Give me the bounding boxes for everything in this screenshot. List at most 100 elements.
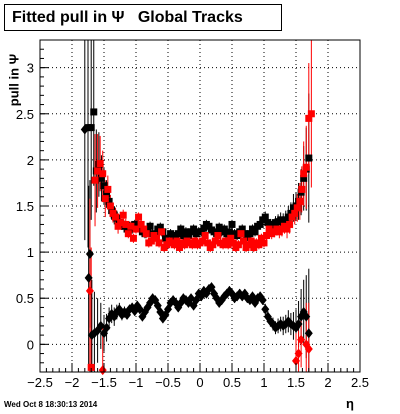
- data-point-square: [214, 232, 222, 240]
- data-point-square: [104, 185, 112, 193]
- data-point-square: [132, 225, 140, 233]
- y-tick-label: 0.5: [16, 291, 34, 306]
- chart-title: Fitted pull in Ψ Global Tracks: [4, 4, 282, 31]
- data-point-square: [96, 160, 104, 168]
- data-point-square: [119, 211, 127, 219]
- data-point-square: [137, 220, 145, 228]
- data-point-square: [296, 197, 304, 205]
- data-point-square: [234, 241, 242, 249]
- data-point-square: [127, 222, 135, 230]
- data-point-square: [188, 241, 196, 249]
- data-point-square: [305, 154, 313, 162]
- data-point-square: [182, 228, 190, 236]
- data-point-square: [305, 114, 313, 122]
- y-tick-label: 0: [27, 337, 34, 352]
- data-point-square: [140, 225, 148, 233]
- data-point-square: [112, 213, 120, 221]
- data-point-square: [211, 237, 219, 245]
- data-point-square: [103, 190, 111, 198]
- data-point-square: [152, 234, 160, 242]
- data-point-diamond: [80, 124, 89, 135]
- data-point-square: [191, 237, 199, 245]
- data-point-square: [233, 232, 241, 240]
- data-point-square: [302, 163, 310, 171]
- data-point-square: [179, 232, 187, 240]
- data-point-square: [224, 241, 232, 249]
- data-point-square: [91, 176, 99, 184]
- data-point-square: [174, 230, 182, 238]
- data-point-square: [298, 185, 306, 193]
- data-point-square: [87, 363, 95, 371]
- data-point-square: [144, 226, 152, 234]
- y-tick-label: 1: [27, 245, 34, 260]
- data-point-square: [197, 228, 205, 236]
- data-point-square: [263, 232, 271, 240]
- data-point-square: [146, 222, 154, 230]
- data-markers: [80, 108, 315, 376]
- data-point-square: [245, 241, 253, 249]
- data-point-square: [257, 234, 265, 242]
- data-point-square: [170, 241, 178, 249]
- data-point-square: [251, 228, 259, 236]
- data-point-square: [240, 237, 248, 245]
- data-point-square: [135, 213, 143, 221]
- data-point-square: [117, 219, 125, 227]
- x-tick-label: 0.5: [223, 375, 241, 390]
- x-tick-label: −1.5: [91, 375, 117, 390]
- data-point-square: [286, 220, 294, 228]
- data-point-diamond: [304, 343, 313, 354]
- data-point-square: [106, 202, 114, 210]
- data-point-square: [228, 220, 236, 228]
- data-point-square: [247, 237, 255, 245]
- axis-ticks: [39, 48, 361, 372]
- y-tick-label: 2: [27, 153, 34, 168]
- x-tick-label: 1.5: [287, 375, 305, 390]
- data-point-diamond: [292, 355, 300, 366]
- data-point-square: [97, 174, 105, 182]
- data-point-square: [256, 220, 264, 228]
- data-point-diamond: [258, 295, 267, 306]
- data-point-diamond: [261, 304, 270, 315]
- data-point-square: [101, 195, 109, 203]
- data-point-square: [200, 224, 208, 232]
- data-point-square: [250, 244, 258, 251]
- data-point-square: [300, 174, 308, 182]
- data-point-square: [173, 237, 181, 245]
- data-point-square: [215, 223, 223, 231]
- x-tick-label: −2.5: [27, 375, 53, 390]
- data-point-square: [269, 222, 277, 230]
- data-point-diamond: [102, 322, 111, 333]
- data-point-square: [133, 220, 141, 228]
- y-axis-label-box: pull in Ψ: [4, 40, 24, 120]
- data-point-square: [261, 213, 269, 221]
- data-point-diamond: [297, 334, 306, 345]
- data-point-diamond: [96, 320, 105, 331]
- x-tick-label: 1: [260, 375, 267, 390]
- data-point-square: [265, 225, 273, 233]
- x-tick-label: 2.5: [351, 375, 369, 390]
- data-point-square: [219, 241, 227, 249]
- data-point-diamond: [98, 365, 107, 376]
- data-point-diamond: [294, 348, 303, 359]
- data-point-square: [158, 228, 166, 236]
- data-point-square: [201, 232, 209, 240]
- data-point-square: [122, 220, 130, 228]
- data-point-square: [205, 222, 213, 230]
- x-tick-label: 0: [196, 375, 203, 390]
- data-point-diamond: [251, 297, 260, 308]
- data-point-diamond: [85, 248, 94, 259]
- data-point-square: [87, 124, 95, 132]
- y-axis-label: pull in Ψ: [6, 53, 22, 107]
- data-point-square: [156, 223, 164, 231]
- data-point-diamond: [84, 272, 93, 283]
- data-point-square: [222, 237, 230, 245]
- data-point-square: [147, 237, 155, 245]
- data-point-square: [100, 182, 108, 190]
- data-point-square: [237, 230, 245, 238]
- y-tick-label: 1.5: [16, 199, 34, 214]
- data-point-square: [105, 197, 113, 205]
- data-point-square: [288, 213, 296, 221]
- data-point-square: [229, 239, 237, 247]
- data-point-square: [155, 239, 163, 247]
